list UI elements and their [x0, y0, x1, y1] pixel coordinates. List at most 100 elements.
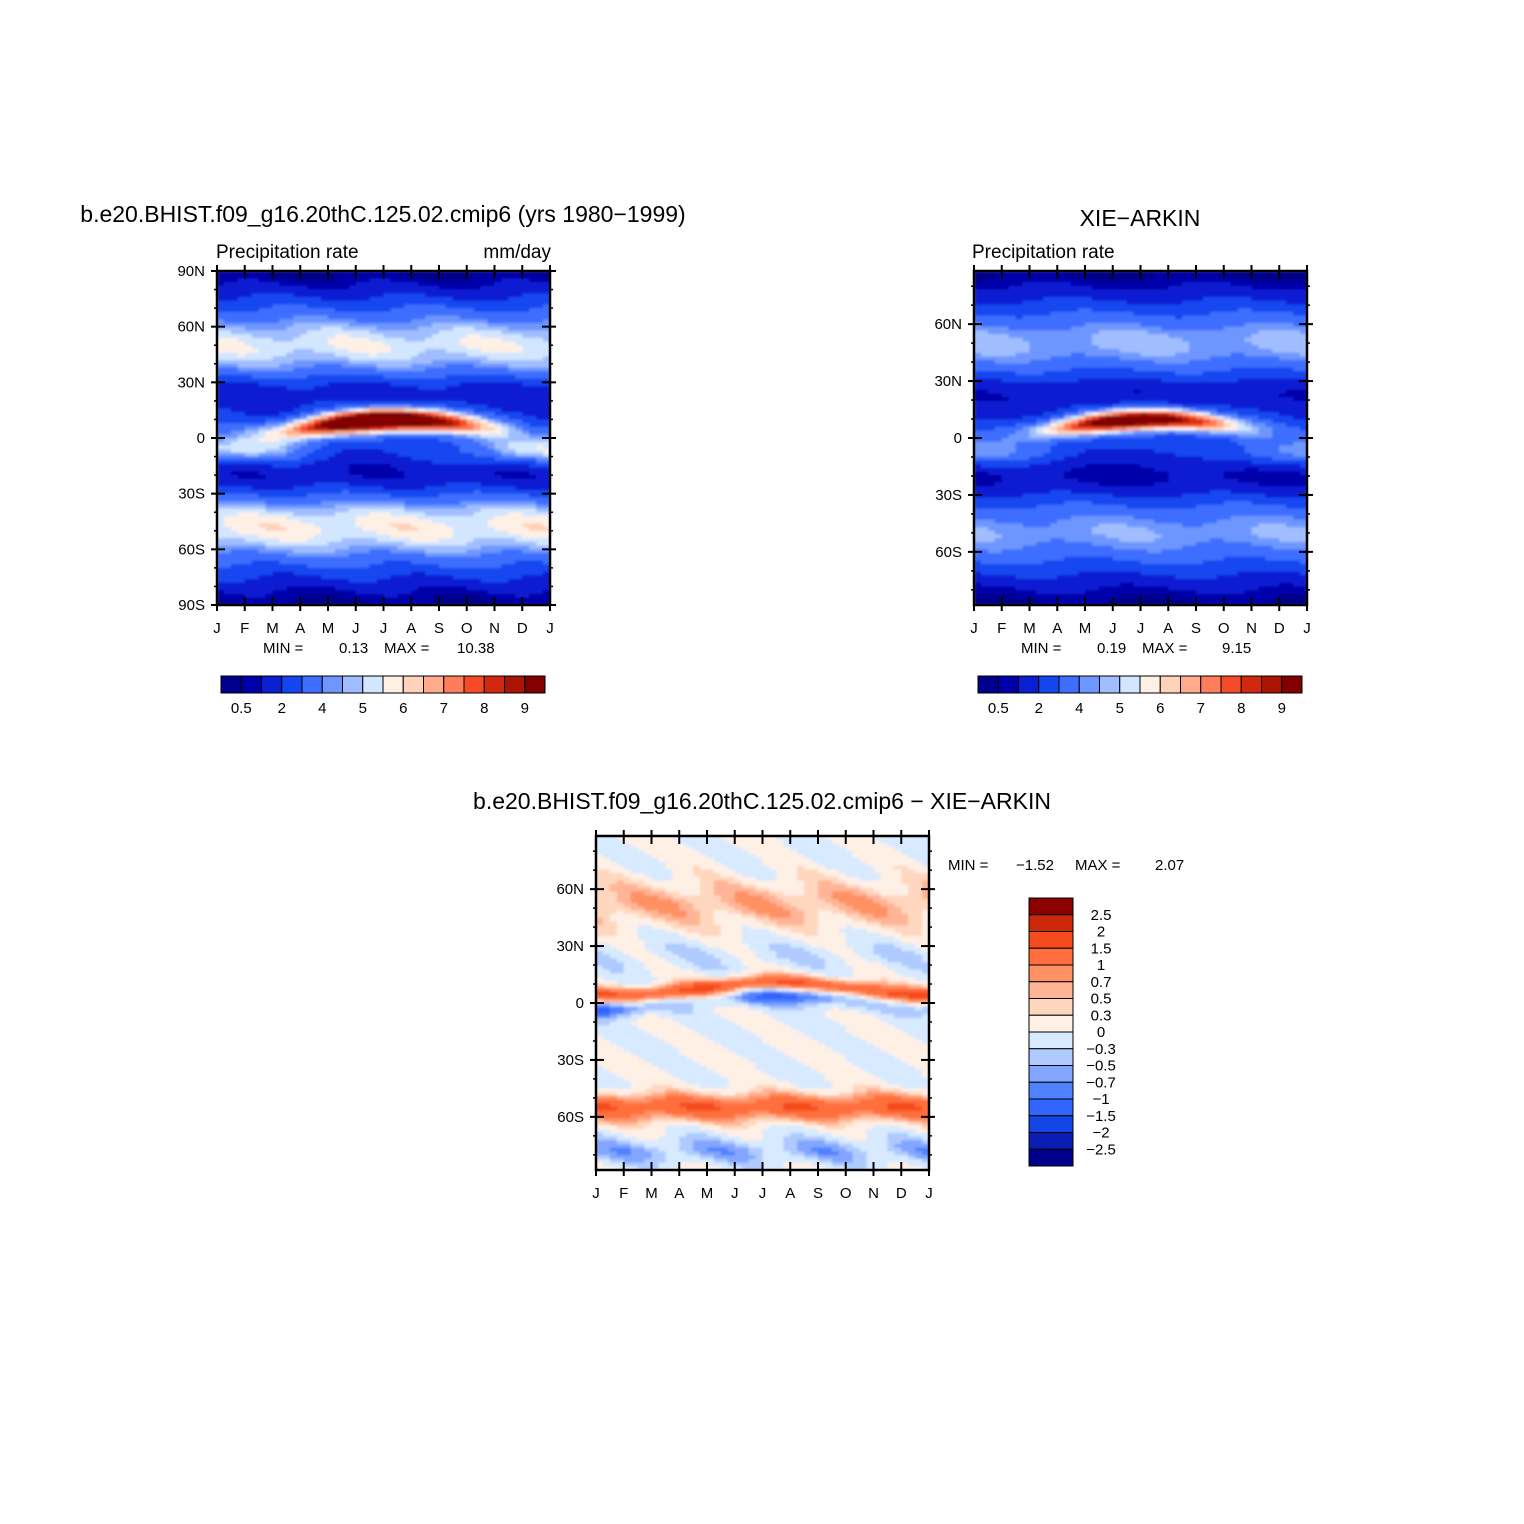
field-cell: [1036, 293, 1044, 298]
field-cell: [355, 582, 364, 588]
field-cell: [369, 293, 378, 298]
field-cell: [473, 549, 482, 554]
field-cell: [411, 393, 419, 398]
field-cell: [286, 486, 294, 491]
field-cell: [404, 271, 412, 276]
field-cell: [445, 393, 454, 398]
field-cell: [355, 326, 364, 331]
field-cell: [286, 541, 294, 547]
field-cell: [376, 304, 385, 309]
field-cell: [459, 337, 468, 343]
field-cell: [237, 497, 246, 502]
field-cell: [279, 382, 287, 387]
field-cell: [404, 452, 412, 458]
field-cell: [300, 322, 308, 328]
field-cell: [1189, 296, 1197, 302]
field-cell: [321, 493, 329, 498]
field-cell: [348, 489, 357, 495]
field-cell: [529, 593, 537, 599]
field-cell: [230, 597, 239, 602]
field-cell: [439, 397, 447, 402]
field-cell: [286, 326, 294, 331]
field-cell: [508, 308, 516, 313]
field-cell: [272, 512, 281, 517]
field-cell: [341, 449, 350, 454]
field-cell: [390, 515, 398, 521]
field-cell: [501, 438, 509, 443]
field-cell: [1098, 289, 1107, 294]
field-cell: [369, 582, 378, 588]
field-cell: [439, 423, 447, 428]
field-cell: [230, 282, 239, 287]
field-cell: [279, 334, 287, 339]
field-cell: [286, 371, 294, 376]
field-cell: [487, 463, 496, 469]
field-cell: [286, 360, 294, 365]
field-cell: [1237, 289, 1246, 294]
x-tick-label: J: [352, 620, 360, 637]
field-cell: [459, 393, 468, 398]
field-cell: [425, 452, 433, 458]
field-cell: [328, 449, 336, 454]
field-cell: [390, 285, 398, 291]
field-cell: [529, 579, 537, 584]
field-cell: [439, 497, 447, 502]
field-cell: [258, 549, 267, 554]
field-cell: [473, 311, 482, 317]
field-cell: [314, 348, 322, 354]
field-cell: [397, 367, 405, 372]
field-cell: [1279, 271, 1287, 276]
field-cell: [321, 348, 329, 354]
field-cell: [258, 493, 267, 498]
field-cell: [286, 538, 294, 543]
field-cell: [300, 579, 308, 584]
field-cell: [459, 345, 468, 350]
field-cell: [466, 426, 475, 432]
field-cell: [1133, 300, 1142, 305]
field-cell: [459, 579, 468, 584]
field-cell: [217, 352, 225, 357]
field-cell: [272, 549, 281, 554]
field-cell: [362, 367, 371, 372]
field-cell: [230, 445, 239, 450]
field-cell: [293, 512, 301, 517]
field-cell: [515, 426, 523, 432]
field-cell: [536, 575, 544, 580]
field-cell: [217, 330, 225, 335]
field-cell: [452, 356, 461, 361]
field-cell: [1286, 300, 1294, 305]
field-cell: [223, 271, 232, 276]
field-cell: [279, 282, 287, 287]
field-cell: [501, 482, 509, 487]
field-cell: [265, 334, 274, 339]
field-cell: [369, 326, 378, 331]
field-cell: [494, 271, 503, 276]
field-cell: [279, 571, 287, 576]
field-cell: [286, 471, 294, 476]
field-cell: [307, 601, 315, 605]
field-cell: [334, 285, 343, 291]
field-cell: [466, 545, 475, 550]
field-cell: [286, 319, 294, 324]
field-cell: [293, 341, 301, 346]
field-cell: [328, 497, 336, 502]
field-cell: [376, 308, 385, 313]
field-cell: [445, 337, 454, 343]
field-cell: [1161, 304, 1169, 309]
field-cell: [272, 482, 281, 487]
field-cell: [529, 352, 537, 357]
field-cell: [536, 386, 544, 391]
field-cell: [411, 341, 419, 346]
field-cell: [459, 456, 468, 461]
field-cell: [487, 478, 496, 484]
field-cell: [321, 322, 329, 328]
field-cell: [279, 560, 287, 565]
field-cell: [1265, 274, 1273, 280]
field-cell: [244, 326, 253, 331]
field-cell: [286, 282, 294, 287]
field-cell: [418, 489, 426, 495]
field-cell: [487, 452, 496, 458]
field-cell: [355, 319, 364, 324]
field-cell: [480, 530, 489, 536]
field-cell: [494, 322, 503, 328]
